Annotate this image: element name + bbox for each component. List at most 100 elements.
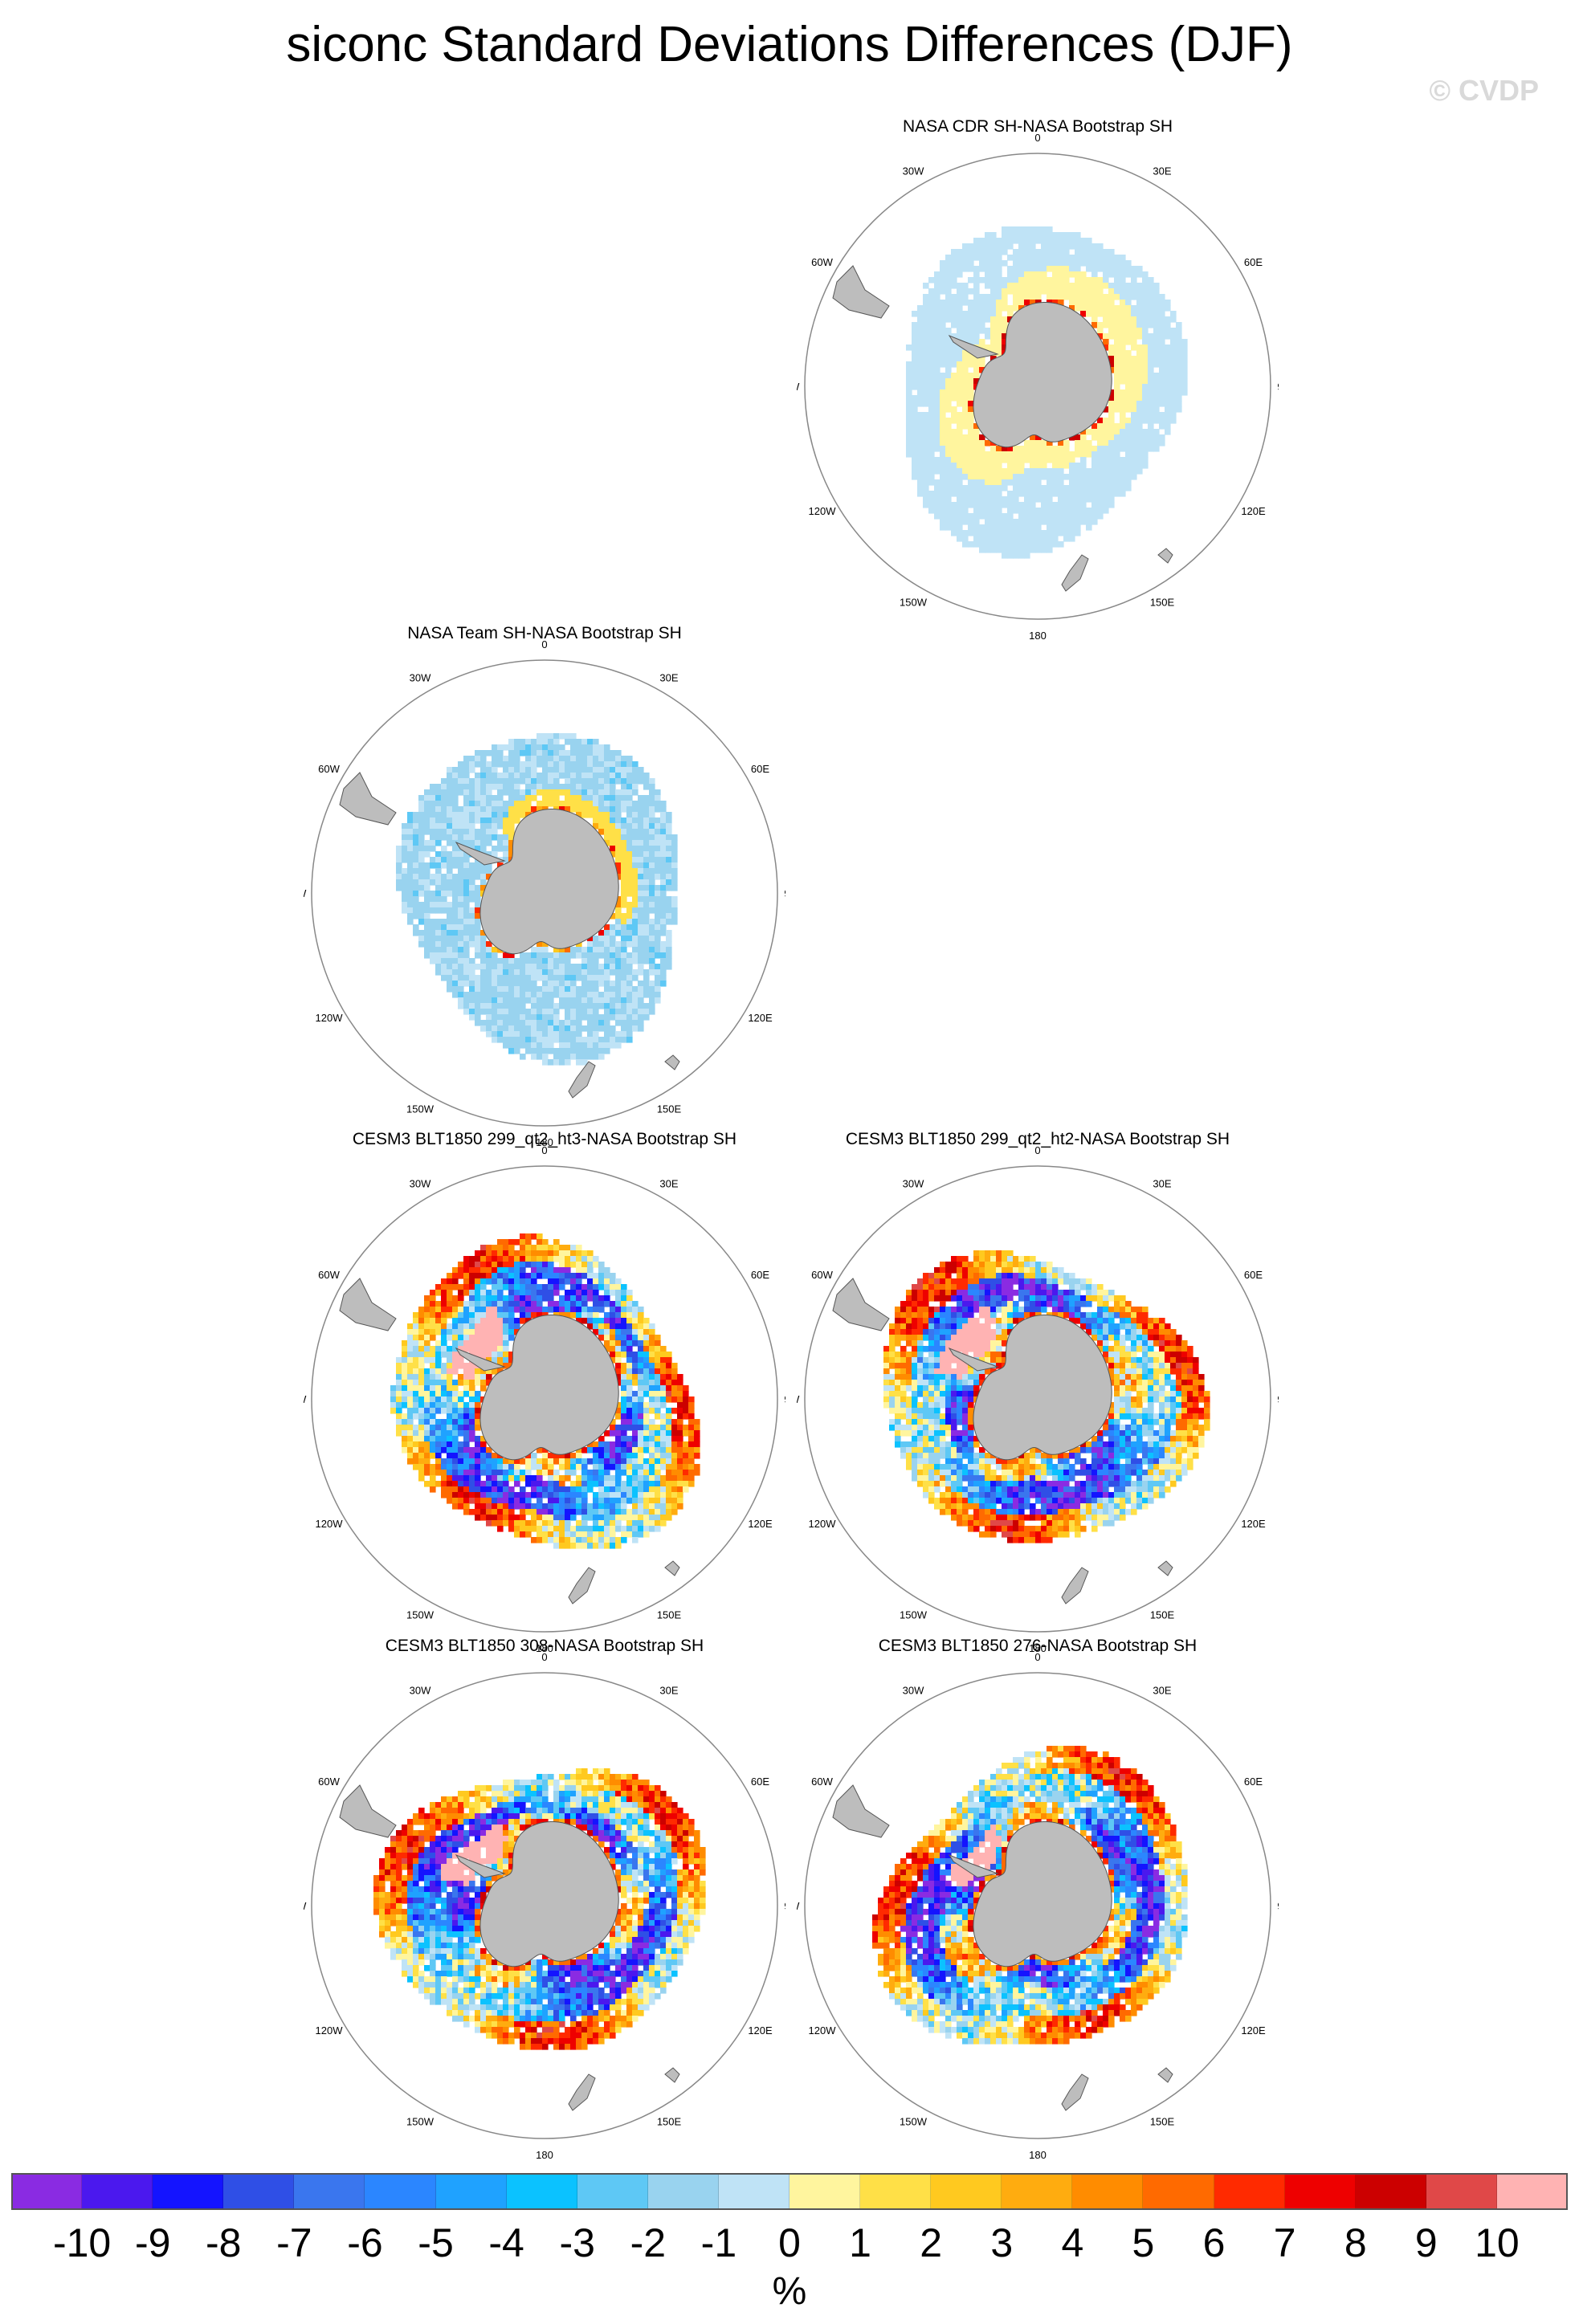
field-cell xyxy=(475,1453,481,1459)
field-cell xyxy=(621,823,627,830)
field-cell xyxy=(1013,249,1019,255)
field-cell xyxy=(638,913,644,919)
field-cell xyxy=(452,1278,459,1285)
field-cell xyxy=(531,947,537,953)
field-cell xyxy=(940,395,946,402)
field-cell xyxy=(1086,305,1092,312)
field-cell xyxy=(514,739,520,745)
field-cell xyxy=(542,1458,549,1465)
field-cell xyxy=(660,1481,667,1487)
field-cell xyxy=(621,975,627,981)
field-cell xyxy=(928,395,935,402)
field-cell xyxy=(1075,479,1081,486)
field-cell xyxy=(435,801,442,807)
field-cell xyxy=(520,958,526,964)
field-cell xyxy=(570,761,577,768)
field-cell xyxy=(912,350,918,357)
field-cell xyxy=(1136,446,1143,452)
field-cell xyxy=(497,1340,504,1347)
field-cell xyxy=(486,1464,492,1470)
field-cell xyxy=(402,896,408,903)
field-cell xyxy=(520,1031,526,1038)
field-cell xyxy=(660,969,667,976)
field-cell xyxy=(683,1453,689,1459)
field-cell xyxy=(480,767,487,773)
field-cell xyxy=(928,451,935,458)
field-cell xyxy=(492,1262,498,1268)
field-cell xyxy=(598,1054,605,1060)
panel-cdr: NASA CDR SH-NASA Bootstrap SH 030E60E90E… xyxy=(797,117,1279,639)
field-cell xyxy=(407,846,414,852)
field-cell xyxy=(1165,300,1171,306)
field-cell xyxy=(548,1009,554,1015)
field-cell xyxy=(492,1245,498,1251)
field-cell xyxy=(643,1447,650,1454)
field-cell xyxy=(508,1470,515,1476)
field-cell xyxy=(463,1374,470,1380)
field-cell xyxy=(458,1475,464,1482)
field-cell xyxy=(565,992,571,998)
field-cell xyxy=(424,1295,430,1302)
field-cell xyxy=(559,964,565,970)
field-cell xyxy=(475,778,481,785)
field-cell xyxy=(581,1447,588,1454)
field-cell xyxy=(951,508,957,514)
field-cell xyxy=(626,1340,633,1347)
field-cell xyxy=(1176,339,1182,345)
field-cell xyxy=(430,795,436,801)
field-cell xyxy=(492,1357,498,1364)
field-cell xyxy=(587,1037,594,1043)
field-cell xyxy=(649,891,655,897)
field-cell xyxy=(643,1374,650,1380)
field-cell xyxy=(973,513,980,520)
field-cell xyxy=(621,851,627,858)
field-cell xyxy=(638,1003,644,1009)
field-cell xyxy=(497,997,504,1004)
field-cell xyxy=(537,947,543,953)
field-cell xyxy=(1148,395,1154,402)
field-cell xyxy=(1030,255,1036,261)
field-cell xyxy=(463,1273,470,1279)
field-cell xyxy=(508,1486,515,1493)
field-cell xyxy=(413,1346,419,1352)
field-cell xyxy=(402,1413,408,1420)
field-cell xyxy=(520,1267,526,1274)
field-cell xyxy=(570,1312,577,1319)
field-cell xyxy=(565,806,571,813)
field-cell xyxy=(452,1357,459,1364)
field-cell xyxy=(559,1003,565,1009)
field-cell xyxy=(1108,260,1115,267)
field-cell xyxy=(413,840,419,846)
field-cell xyxy=(638,1396,644,1403)
field-cell xyxy=(610,1453,616,1459)
field-cell xyxy=(475,1352,481,1358)
field-cell xyxy=(671,1363,678,1369)
field-cell xyxy=(1013,468,1019,475)
field-cell xyxy=(548,767,554,773)
field-cell xyxy=(441,823,447,830)
field-cell xyxy=(962,389,969,396)
field-cell xyxy=(486,1470,492,1476)
field-cell xyxy=(1108,406,1115,413)
field-cell xyxy=(570,1256,577,1262)
field-cell xyxy=(447,851,453,858)
field-cell xyxy=(492,1312,498,1319)
field-cell xyxy=(424,1374,430,1380)
field-cell xyxy=(1018,238,1025,244)
field-cell xyxy=(497,1503,504,1510)
field-cell xyxy=(1002,283,1008,289)
field-cell xyxy=(1097,423,1104,430)
field-cell xyxy=(407,1363,414,1369)
field-cell xyxy=(962,446,969,452)
field-cell xyxy=(581,1250,588,1257)
field-cell xyxy=(407,1436,414,1442)
field-cell xyxy=(1114,491,1120,497)
field-cell xyxy=(928,508,935,514)
field-cell xyxy=(1018,491,1025,497)
field-cell xyxy=(581,958,588,964)
field-cell xyxy=(621,1368,627,1375)
longitude-label: 60E xyxy=(1244,256,1263,268)
field-cell xyxy=(508,1464,515,1470)
field-cell xyxy=(1142,412,1149,418)
field-cell xyxy=(649,997,655,1004)
